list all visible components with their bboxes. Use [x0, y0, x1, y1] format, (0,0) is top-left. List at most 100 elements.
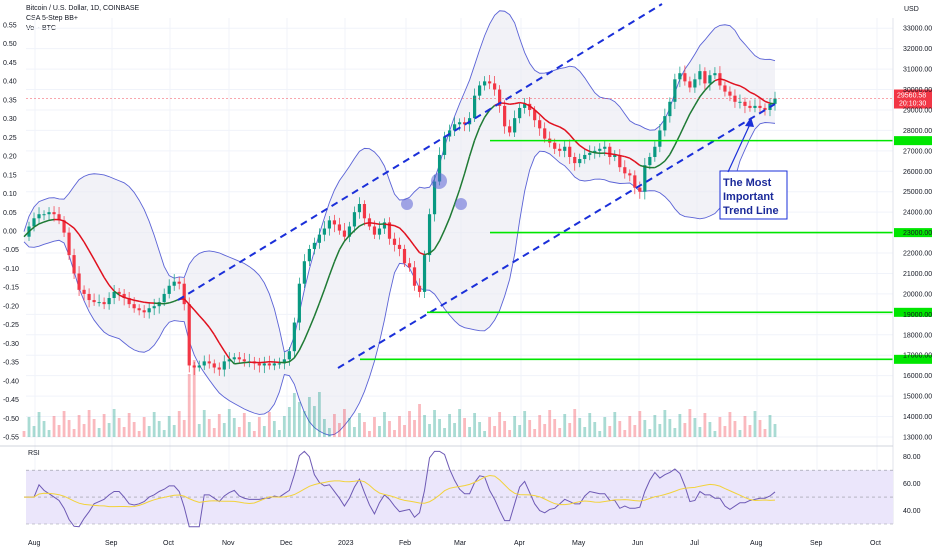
basis-segment [468, 140, 476, 157]
volume-bar [558, 428, 562, 437]
x-tick-label: Mar [454, 540, 467, 547]
volume-bar [713, 431, 717, 437]
basis-segment [33, 223, 40, 228]
volume-bar [588, 413, 592, 437]
candle-body [628, 173, 632, 176]
volume-bar [758, 420, 762, 437]
basis-segment [183, 298, 190, 305]
basis-segment [364, 222, 370, 225]
candle-body [187, 304, 191, 366]
rsi-tick-label: 80.00 [903, 454, 921, 461]
basis-segment [699, 89, 706, 98]
candle-body [648, 156, 652, 166]
volume-bar [498, 412, 502, 437]
candle-body [478, 85, 482, 96]
candle-body [242, 359, 246, 362]
candle-body [437, 154, 442, 182]
basis-segment [288, 357, 295, 363]
basis-segment [749, 91, 756, 96]
annotation-arrowhead [745, 117, 754, 127]
candle-body [663, 116, 667, 131]
volume-bar [433, 410, 436, 437]
basis-segment [198, 315, 205, 322]
volume-bar [383, 412, 386, 437]
volume-bar [388, 421, 391, 437]
y-left-tick-label: -0.30 [3, 341, 19, 348]
basis-segment [338, 240, 346, 251]
candle-body [297, 283, 301, 323]
basis-segment [514, 101, 520, 105]
volume-bar [633, 425, 637, 437]
y-right-tick-label: 31000.00 [903, 67, 932, 74]
basis-segment [118, 294, 125, 299]
price-tag [894, 89, 932, 109]
y-left-tick-label: 0.00 [3, 229, 17, 236]
candle-body [267, 363, 271, 366]
basis-segment [218, 342, 225, 352]
x-tick-label: Aug [28, 540, 41, 547]
basis-segment [614, 153, 620, 157]
annotation-line: Trend Line [723, 205, 779, 217]
y-right-tick-label: 26000.00 [903, 169, 932, 176]
candle-body [197, 365, 201, 368]
basis-segment [193, 309, 200, 317]
annotation-line: The Most [723, 177, 772, 189]
y-left-tick-label: -0.10 [3, 266, 19, 273]
basis-segment [724, 79, 731, 84]
candle-body [342, 230, 347, 237]
upper-band [23, 10, 776, 353]
volume-bar [593, 422, 597, 437]
volume-bar [157, 421, 161, 437]
basis-segment [98, 268, 105, 278]
basis-segment [359, 222, 365, 227]
rsi-label: RSI [28, 450, 40, 457]
basis-segment [113, 290, 120, 296]
level-price-tag [894, 354, 932, 364]
volume-bar [62, 411, 66, 437]
basis-segment [419, 251, 425, 256]
basis-segment [619, 154, 625, 158]
volume-bar [358, 413, 361, 437]
volume-bar [192, 360, 196, 437]
basis-segment [634, 160, 641, 166]
basis-segment [509, 102, 515, 105]
volume-bar [473, 413, 476, 437]
candle-body [37, 214, 41, 219]
candle-body [352, 212, 357, 227]
x-tick-label: Oct [870, 540, 881, 547]
volume-bar [398, 416, 401, 437]
candle-body [518, 107, 522, 119]
candle-body [427, 214, 432, 256]
candle-body [608, 146, 612, 157]
volume-bar [348, 418, 351, 437]
volume-bar [598, 431, 602, 437]
volume-bar [658, 424, 662, 437]
candle-body [763, 107, 767, 110]
candle-body [688, 81, 692, 88]
x-tick-label: Feb [399, 540, 411, 547]
volume-bar [573, 409, 577, 437]
volume-bar [418, 404, 421, 437]
basis-segment [313, 302, 321, 317]
basis-segment [448, 203, 456, 219]
candle-body [738, 101, 742, 103]
x-tick-label: Sep [810, 540, 823, 547]
volume-bar [703, 413, 707, 437]
volume-bar [167, 416, 171, 437]
basis-segment [48, 218, 55, 222]
basis-segment [144, 301, 150, 304]
basis-segment [164, 302, 170, 305]
y-left-tick-label: 0.15 [3, 172, 17, 179]
candle-body [287, 351, 291, 360]
candle-body [457, 122, 462, 125]
candle-body [57, 214, 61, 221]
candle-body [237, 357, 241, 360]
y-left-tick-label: -0.55 [3, 435, 19, 442]
basis-segment [223, 350, 230, 359]
candle-body [317, 234, 321, 243]
basis-segment [353, 225, 360, 232]
basis-segment [303, 327, 311, 341]
level-price-tag [894, 228, 932, 238]
